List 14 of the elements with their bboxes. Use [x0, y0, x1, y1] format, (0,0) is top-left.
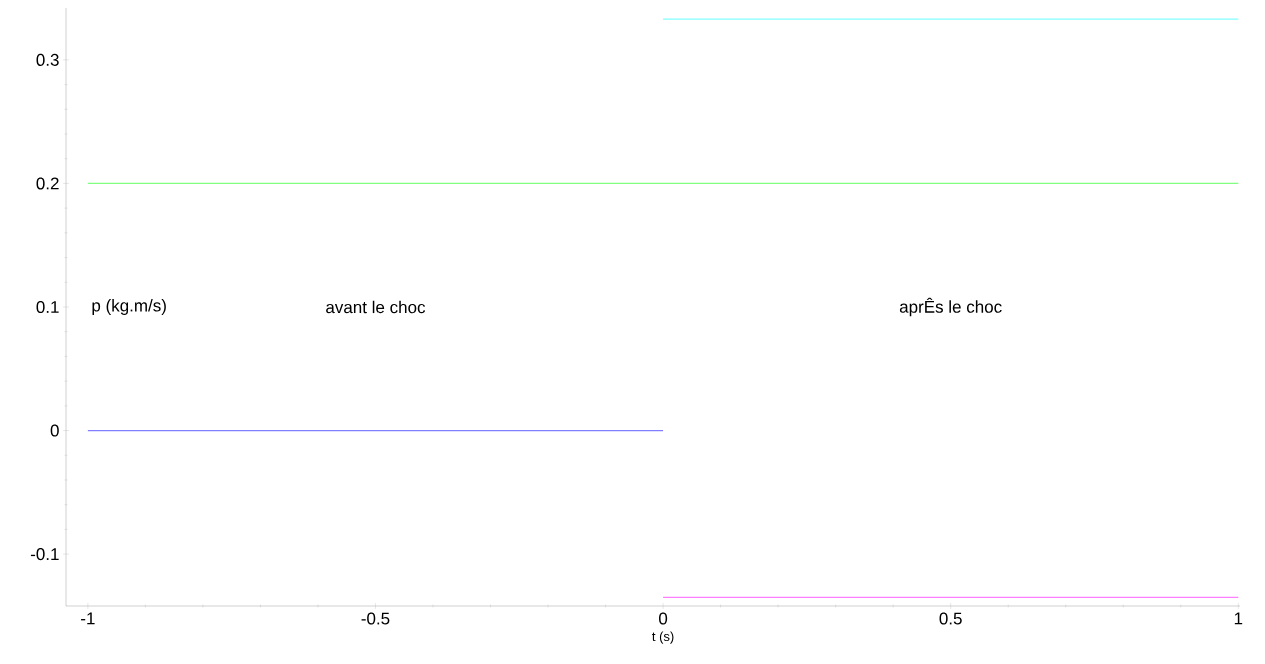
x-axis-title: t (s) — [652, 631, 674, 644]
y-tick-label: 0.1 — [36, 300, 59, 314]
annotation: avant le choc — [326, 300, 426, 314]
y-tick-label: 0.3 — [36, 53, 59, 66]
x-tick-label: 0 — [659, 612, 668, 625]
y-tick-label: 0.2 — [36, 177, 59, 190]
x-tick-label: -0.5 — [361, 612, 390, 625]
x-tick-label: 0.5 — [939, 612, 962, 625]
y-axis-title: p (kg.m/s) — [92, 299, 166, 315]
y-tick-label: 0 — [50, 424, 59, 437]
x-tick-label: -1 — [81, 612, 95, 625]
y-tick-label: -0.1 — [30, 548, 59, 561]
x-tick-label: 1 — [1234, 612, 1243, 625]
annotation: aprÊs le choc — [899, 297, 1002, 317]
